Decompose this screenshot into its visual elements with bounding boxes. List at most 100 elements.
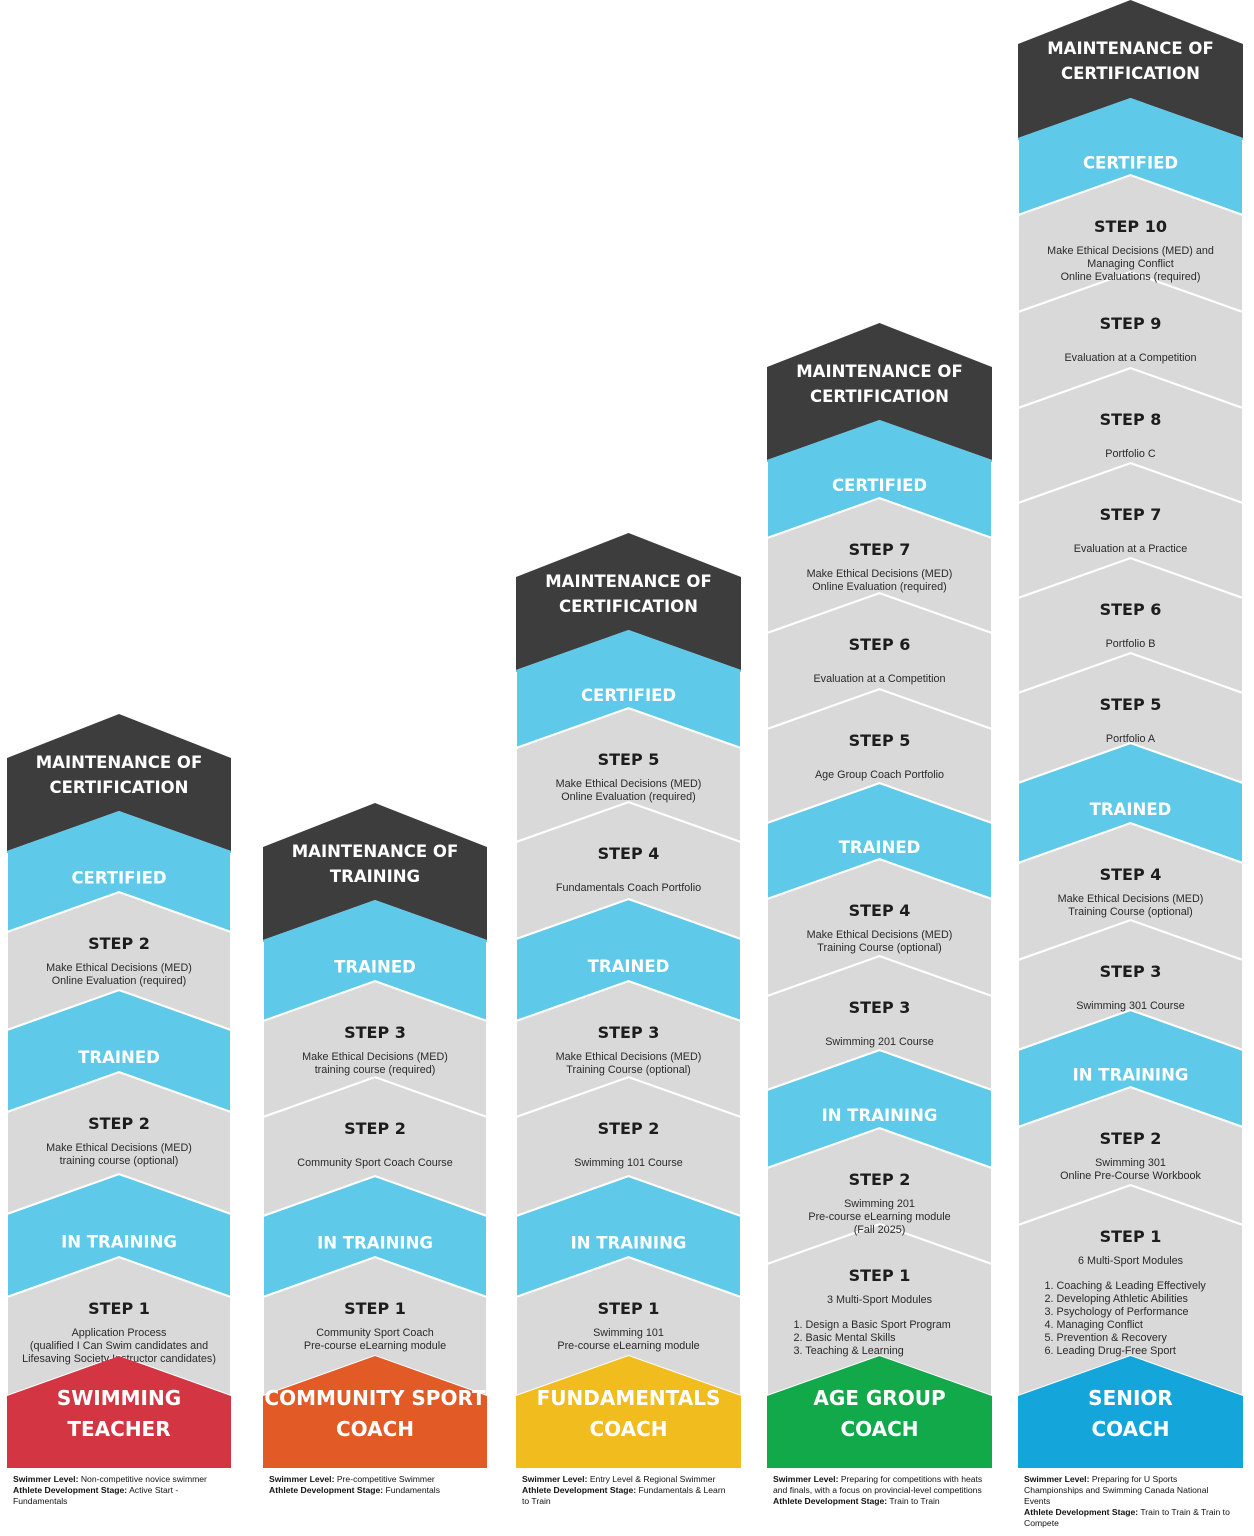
stage-header: CERTIFIED (832, 476, 927, 495)
step-label: STEP 2 (598, 1119, 660, 1138)
stage-header: TRAINED (1090, 800, 1172, 819)
step-description: Swimming 101 (593, 1327, 664, 1339)
step-description: Online Evaluations (required) (1061, 271, 1201, 283)
step-description: Training Course (optional) (1068, 906, 1192, 918)
step-description: Evaluation at a Competition (813, 673, 945, 685)
module-list-item: 2. Developing Athletic Abilities (1045, 1293, 1189, 1305)
cap-chevron-edge (263, 900, 487, 942)
pathway-title: SWIMMING (57, 1386, 181, 1410)
maintenance-label: CERTIFICATION (559, 597, 698, 616)
step-description: Portfolio B (1106, 638, 1156, 650)
maintenance-cap (516, 533, 741, 670)
stage-header: CERTIFIED (71, 869, 166, 888)
swimmer-level-label: Swimmer Level: (13, 1474, 79, 1484)
step-label: STEP 4 (849, 901, 911, 920)
maintenance-cap (767, 323, 992, 460)
development-stage-value: Fundamentals (385, 1485, 440, 1495)
step-label: STEP 2 (88, 934, 150, 953)
step-description: Make Ethical Decisions (MED) (46, 1142, 192, 1154)
swimmer-level-label: Swimmer Level: (522, 1474, 588, 1484)
step-label: STEP 2 (344, 1119, 406, 1138)
pathway-title-block (1018, 1356, 1243, 1468)
step-description: Swimming 301 (1095, 1157, 1166, 1169)
step-label: STEP 2 (1100, 1129, 1162, 1148)
development-stage-label: Athlete Development Stage: (773, 1496, 888, 1506)
maintenance-label: MAINTENANCE OF (292, 842, 458, 861)
development-stage-label: Athlete Development Stage: (522, 1485, 637, 1495)
step-description: (Fall 2025) (854, 1224, 906, 1236)
pathway-title: COACH (589, 1417, 667, 1441)
step-description: Managing Conflict (1087, 258, 1173, 270)
cap-chevron-edge (7, 811, 231, 853)
step-label: STEP 3 (849, 998, 911, 1017)
step-label: STEP 1 (88, 1299, 150, 1318)
module-list-item: 2. Basic Mental Skills (794, 1332, 897, 1344)
step-label: STEP 2 (849, 1170, 911, 1189)
pathway-title: COMMUNITY SPORT (264, 1386, 486, 1410)
development-stage-value: Active Start - Fundamentals (13, 1485, 179, 1506)
step-description: Portfolio C (1105, 448, 1156, 460)
step-description: Make Ethical Decisions (MED) (1058, 893, 1204, 905)
swimmer-level-value: Entry Level & Regional Swimmer (589, 1474, 716, 1484)
maintenance-label: MAINTENANCE OF (1047, 39, 1213, 58)
pathway-column: MAINTENANCE OF CERTIFICATION CERTIFIED STEP… (6, 714, 232, 1468)
stage-header: TRAINED (588, 957, 670, 976)
module-list-item: 3. Teaching & Learning (794, 1345, 904, 1357)
development-stage-value: Fundamentals & Learn to Train (522, 1485, 726, 1506)
step-label: STEP 4 (598, 844, 660, 863)
step-description: Portfolio A (1106, 733, 1156, 745)
step-description: Make Ethical Decisions (MED) (556, 1051, 702, 1063)
development-stage-value: Train to Train & Train to Compete (1024, 1507, 1230, 1528)
stage-header: IN TRAINING (571, 1234, 687, 1253)
swimmer-level-value: Pre-competitive Swimmer (336, 1474, 435, 1484)
step-description: Community Sport Coach Course (297, 1157, 452, 1169)
pathway-title-block (263, 1356, 487, 1468)
step-label: STEP 5 (849, 731, 911, 750)
step-label: STEP 10 (1094, 217, 1167, 236)
module-list-item: 5. Prevention & Recovery (1045, 1332, 1168, 1344)
cap-chevron-edge (1018, 98, 1243, 140)
step-label: STEP 1 (344, 1299, 406, 1318)
pathway-title-block (516, 1356, 741, 1468)
step-description: Make Ethical Decisions (MED) (556, 778, 702, 790)
module-list-item: 1. Design a Basic Sport Program (794, 1319, 951, 1331)
step-label: STEP 5 (1100, 695, 1162, 714)
pathway-footer: Swimmer Level: Non-competitive novice sw… (13, 1474, 225, 1507)
development-stage-label: Athlete Development Stage: (1024, 1507, 1139, 1517)
pathway-title: AGE GROUP (813, 1386, 945, 1410)
step-description: Pre-course eLearning module (304, 1340, 446, 1352)
pathway-title-block (767, 1356, 992, 1468)
pathway-column: MAINTENANCE OF CERTIFICATION CERTIFIED STEP… (766, 323, 993, 1468)
step-description: Evaluation at a Practice (1074, 543, 1187, 555)
swimmer-level-label: Swimmer Level: (269, 1474, 335, 1484)
step-description: Online Evaluation (required) (561, 791, 695, 803)
step-label: STEP 3 (344, 1023, 406, 1042)
step-description: Swimming 101 Course (574, 1157, 683, 1169)
step-label: STEP 6 (1100, 600, 1162, 619)
step-label: STEP 7 (849, 540, 911, 559)
step-description: Swimming 201 (844, 1198, 915, 1210)
pathway-title: COACH (1091, 1417, 1169, 1441)
step-label: STEP 2 (88, 1114, 150, 1133)
module-list-item: 3. Psychology of Performance (1045, 1306, 1189, 1318)
step-description: Make Ethical Decisions (MED) (302, 1051, 448, 1063)
step-description: Pre-course eLearning module (808, 1211, 950, 1223)
pathway-column: MAINTENANCE OF CERTIFICATION CERTIFIED STEP… (1017, 0, 1244, 1468)
step-description: Make Ethical Decisions (MED) and (1047, 245, 1214, 257)
cap-chevron-edge (516, 630, 741, 672)
pathway-footer: Swimmer Level: Entry Level & Regional Sw… (522, 1474, 735, 1507)
step-label: STEP 1 (849, 1266, 911, 1285)
step-description: Make Ethical Decisions (MED) (46, 962, 192, 974)
swimmer-level-label: Swimmer Level: (773, 1474, 839, 1484)
module-list-item: 4. Managing Conflict (1045, 1319, 1143, 1331)
step-label: STEP 6 (849, 635, 911, 654)
swimmer-level-label: Swimmer Level: (1024, 1474, 1090, 1484)
stage-header: TRAINED (78, 1048, 160, 1067)
step-description: Online Evaluation (required) (52, 975, 186, 987)
pathway-title: SENIOR (1088, 1386, 1173, 1410)
step-description: (qualified I Can Swim candidates and (30, 1340, 208, 1352)
step-description: Application Process (72, 1327, 167, 1339)
stage-header: IN TRAINING (1073, 1066, 1189, 1085)
pathway-footer: Swimmer Level: Pre-competitive Swimmer At… (269, 1474, 481, 1496)
